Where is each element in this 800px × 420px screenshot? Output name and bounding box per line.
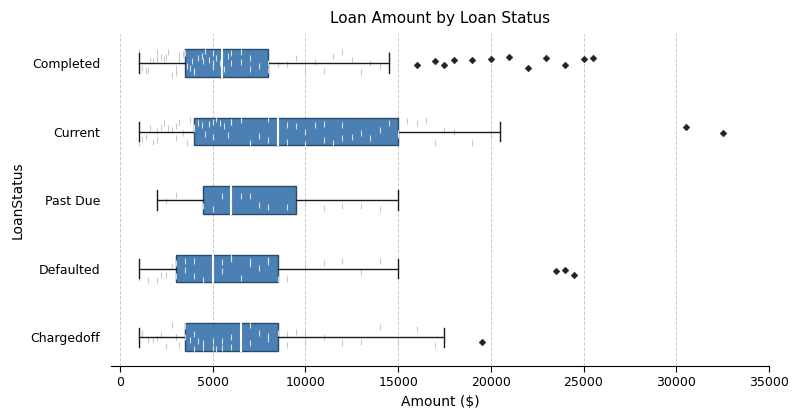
FancyBboxPatch shape — [176, 255, 278, 282]
FancyBboxPatch shape — [185, 323, 278, 351]
Title: Loan Amount by Loan Status: Loan Amount by Loan Status — [330, 11, 550, 26]
FancyBboxPatch shape — [203, 186, 296, 214]
Y-axis label: LoanStatus: LoanStatus — [11, 161, 25, 239]
FancyBboxPatch shape — [194, 118, 398, 145]
X-axis label: Amount ($): Amount ($) — [401, 395, 479, 409]
FancyBboxPatch shape — [185, 49, 268, 77]
